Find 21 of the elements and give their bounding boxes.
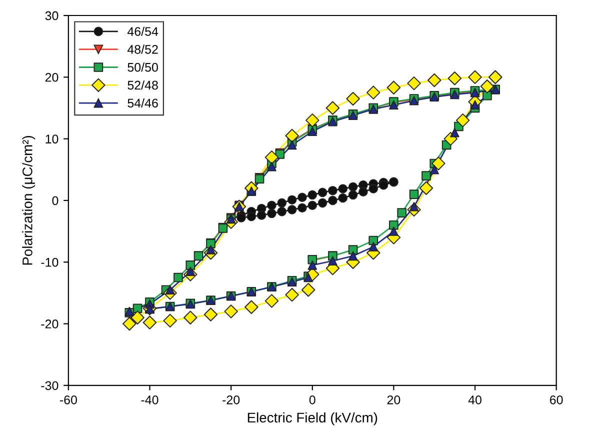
legend-label: 46/54: [127, 26, 158, 36]
legend-label: 52/48: [128, 80, 158, 90]
legend-label: 50/50: [128, 62, 158, 72]
x-tick-label: 40: [468, 395, 482, 404]
x-tick-label: -40: [141, 395, 158, 404]
y-tick-label: -10: [41, 258, 58, 267]
y-tick-label: -30: [41, 381, 58, 390]
x-tick-label: -60: [60, 395, 77, 404]
y-tick-label: 20: [45, 72, 58, 82]
x-tick-label: 0: [309, 395, 316, 404]
x-axis-title: Electric Field (kV/cm): [248, 412, 378, 426]
y-tick-label: 10: [46, 134, 58, 144]
x-tick-label: 20: [387, 395, 400, 404]
y-tick-label: 0: [52, 196, 58, 206]
legend-label: 54/46: [128, 98, 158, 108]
y-axis-title: Polarization (μC/cm²): [22, 136, 36, 265]
legend-label: 48/52: [127, 44, 158, 54]
x-tick-label: 60: [550, 395, 563, 404]
x-tick-label: -20: [222, 395, 240, 404]
y-tick-label: -20: [41, 320, 58, 328]
y-tick-label: 30: [45, 11, 58, 20]
